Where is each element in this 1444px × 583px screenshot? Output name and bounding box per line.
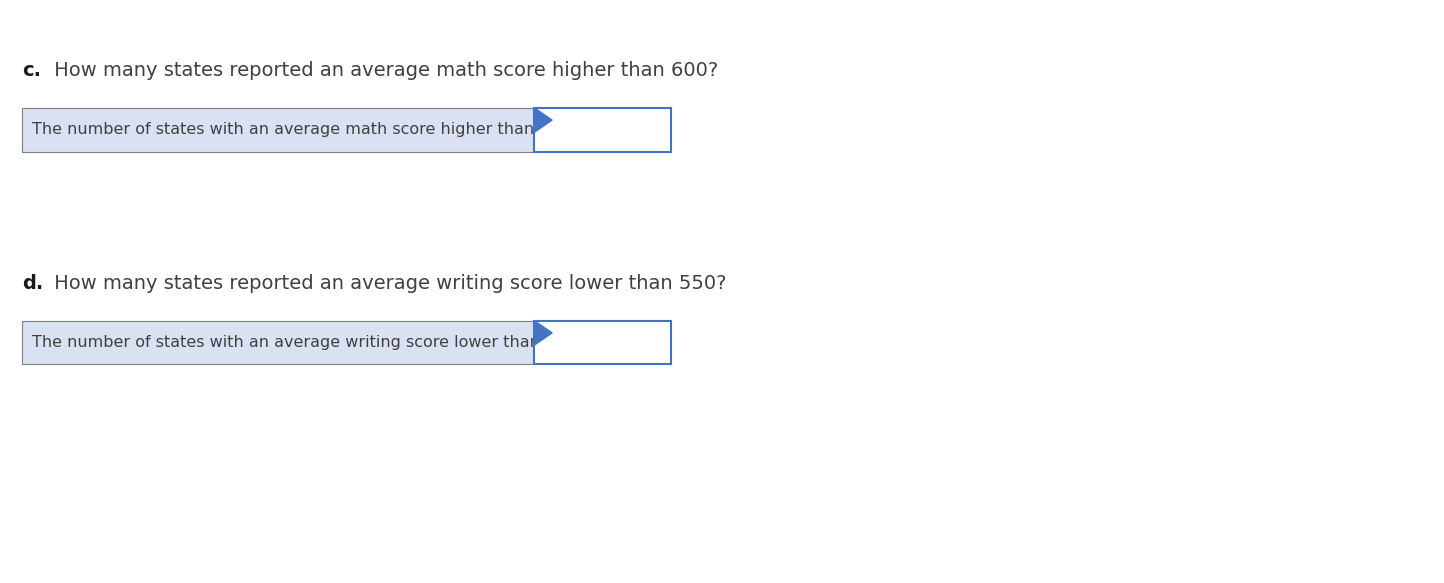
Bar (22, 321, 534, 364)
Text: How many states reported an average writing score lower than 550?: How many states reported an average writ… (48, 274, 726, 293)
Bar (534, 321, 671, 364)
Polygon shape (534, 321, 552, 345)
Polygon shape (534, 108, 552, 132)
Text: c.: c. (22, 61, 40, 80)
Text: The number of states with an average math score higher than 600: The number of states with an average mat… (32, 122, 569, 137)
Bar (22, 108, 534, 152)
Text: d.: d. (22, 274, 43, 293)
Text: The number of states with an average writing score lower than 550: The number of states with an average wri… (32, 335, 575, 350)
Text: How many states reported an average math score higher than 600?: How many states reported an average math… (48, 61, 718, 80)
Bar (534, 108, 671, 152)
